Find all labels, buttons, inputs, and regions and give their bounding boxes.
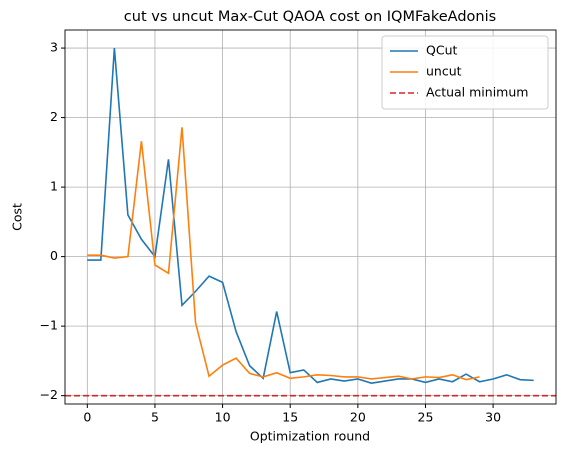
x-tick-label: 5 (151, 410, 159, 425)
y-tick-label: 2 (50, 109, 58, 124)
plot-frame (64, 29, 557, 405)
x-tick-label: 25 (418, 410, 434, 425)
y-tick-label: −1 (40, 318, 58, 333)
legend-box (381, 35, 549, 110)
y-axis-label: Cost (10, 203, 25, 231)
y-tick-label: 0 (50, 248, 58, 263)
x-axis-label: Optimization round (250, 429, 370, 444)
x-tick-label: 20 (350, 410, 366, 425)
x-tick-label: 10 (215, 410, 231, 425)
series-line (87, 127, 480, 381)
legend-label: QCut (426, 43, 457, 58)
x-tick-label: 0 (83, 410, 91, 425)
x-tick-label: 15 (282, 410, 298, 425)
y-tick-label: 1 (50, 179, 58, 194)
y-tick-label: −2 (40, 387, 58, 402)
x-tick-label: 30 (485, 410, 501, 425)
legend-label: Actual minimum (426, 85, 528, 100)
legend-label: uncut (426, 64, 462, 79)
chart-title: cut vs uncut Max-Cut QAOA cost on IQMFak… (124, 9, 496, 25)
y-tick-label: 3 (50, 40, 58, 55)
